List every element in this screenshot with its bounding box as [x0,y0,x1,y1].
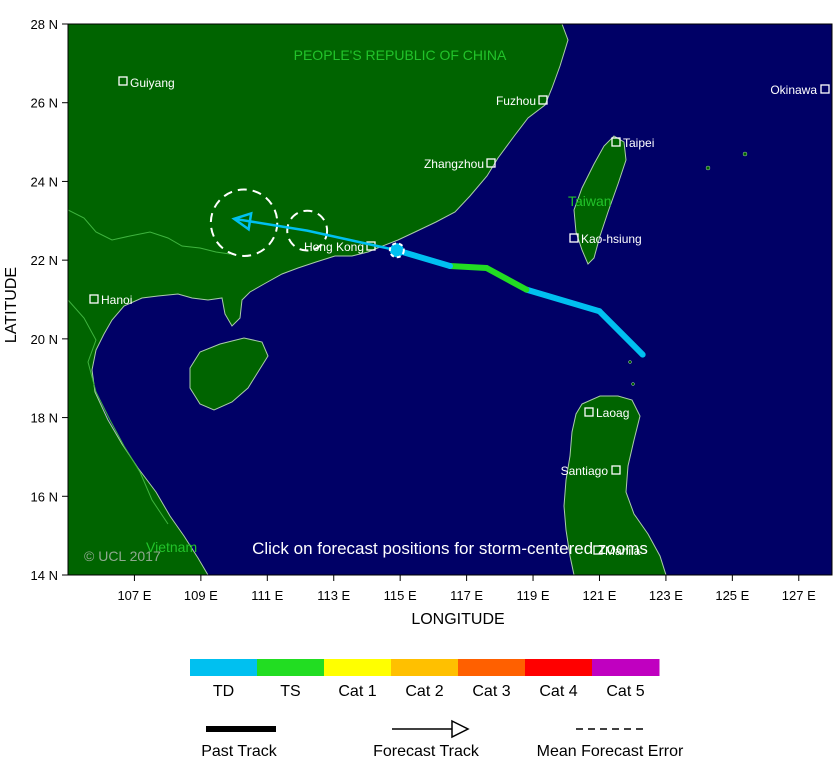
y-axis-title: LATITUDE [3,267,20,343]
city-marker-hanoi [89,294,99,304]
y-tick-label: 22 N [31,253,58,268]
category-swatch [324,659,392,676]
city-label-laoag: Laoag [596,406,629,420]
forecast-track-line [233,217,398,252]
country-border [68,209,231,255]
x-tick-label: 125 E [715,588,749,603]
y-tick-label: 26 N [31,96,58,111]
x-tick-label: 115 E [384,588,417,603]
city-label-guiyang: Guiyang [130,76,175,90]
category-label: Cat 3 [472,683,510,700]
forecast-zoom-note[interactable]: Click on forecast positions for storm-ce… [252,539,648,558]
mainland-landmass [68,24,569,575]
city-marker-fuzhou [538,95,548,105]
mean-error-label: Mean Forecast Error [537,743,684,760]
city-label-hongkong: Hong Kong [304,240,364,254]
x-axis-title: LONGITUDE [411,611,504,628]
taiwan-island [573,135,627,265]
x-tick-label: 123 E [649,588,683,603]
category-swatch [190,659,258,676]
region-label-china: PEOPLE'S REPUBLIC OF CHINA [294,47,507,63]
city-label-santiago: Santiago [561,464,609,478]
category-label: Cat 4 [539,683,577,700]
city-marker-kaohsiung [569,233,579,243]
category-swatch [525,659,593,676]
city-label-hanoi: Hanoi [101,293,132,307]
city-markers [89,76,830,555]
past-track-segment [447,263,490,272]
past-track-segment [523,286,603,315]
category-swatch [592,659,660,676]
islet [631,382,635,386]
city-marker-okinawa [820,84,830,94]
hainan-island [189,337,269,411]
forecast-track-label: Forecast Track [373,743,480,760]
category-swatch [257,659,325,676]
latitude-axis: 28 N 26 N 24 N 22 N 20 N 18 N 16 N 14 N [31,17,68,583]
forecast-track-legend: Forecast Track [373,719,480,760]
forecast-arrow-head [451,719,470,739]
copyright-text: © UCL 2017 [84,548,161,564]
category-swatch [458,659,526,676]
country-border [68,299,169,525]
x-tick-label: 119 E [517,588,550,603]
city-label-zhangzhou: Zhangzhou [424,157,484,171]
forecast-error-circle[interactable] [286,209,329,252]
past-track-label: Past Track [201,743,278,760]
city-label-taipei: Taipei [623,136,654,150]
region-label-vietnam: Vietnam [146,539,197,555]
x-tick-label: 127 E [782,588,816,603]
forecast-error-circle[interactable] [209,188,279,257]
x-tick-label: 107 E [117,588,151,603]
category-label: Cat 2 [405,683,443,700]
map-panel [68,24,832,575]
past-track-segment [596,308,646,358]
category-label: TS [280,683,300,700]
luzon-island [563,395,667,575]
category-label: Cat 1 [338,683,376,700]
islet [705,165,711,171]
city-label-kaohsiung: Kao-hsiung [581,232,642,246]
islet [742,151,748,157]
y-tick-label: 14 N [31,568,58,583]
x-tick-label: 117 E [450,588,483,603]
y-tick-label: 20 N [31,332,58,347]
past-track-segment [393,247,453,270]
mean-error-legend: Mean Forecast Error [537,728,684,760]
category-legend: TD TS Cat 1 Cat 2 Cat 3 Cat 4 Cat 5 [190,659,660,700]
past-track-legend: Past Track [201,726,278,760]
category-label: Cat 5 [606,683,644,700]
y-tick-label: 28 N [31,17,58,32]
city-marker-zhangzhou [486,158,496,168]
map-frame [67,23,833,576]
city-marker-manila [593,545,603,555]
y-tick-label: 18 N [31,411,58,426]
category-swatch [391,659,459,676]
current-position-marker[interactable] [388,242,405,259]
x-tick-label: 113 E [317,588,350,603]
city-label-fuzhou: Fuzhou [496,94,536,108]
x-tick-label: 121 E [582,588,616,603]
y-tick-label: 24 N [31,174,58,189]
region-label-taiwan: Taiwan [568,193,612,209]
storm-track [209,188,646,358]
city-marker-guiyang [118,76,128,86]
city-label-manila: Manila [605,544,641,558]
x-tick-label: 111 E [251,588,283,603]
islet [628,360,632,364]
longitude-axis: 107 E 109 E 111 E 113 E 115 E 117 E 119 E 121 E… [117,575,816,603]
forecast-arrow-head [231,211,253,232]
past-track-segment [483,265,530,293]
y-tick-label: 16 N [31,489,58,504]
city-marker-santiago [611,465,621,475]
x-tick-label: 109 E [184,588,218,603]
city-marker-taipei [611,137,621,147]
city-label-okinawa: Okinawa [770,83,817,97]
city-marker-laoag [584,407,594,417]
category-label: TD [213,683,234,700]
